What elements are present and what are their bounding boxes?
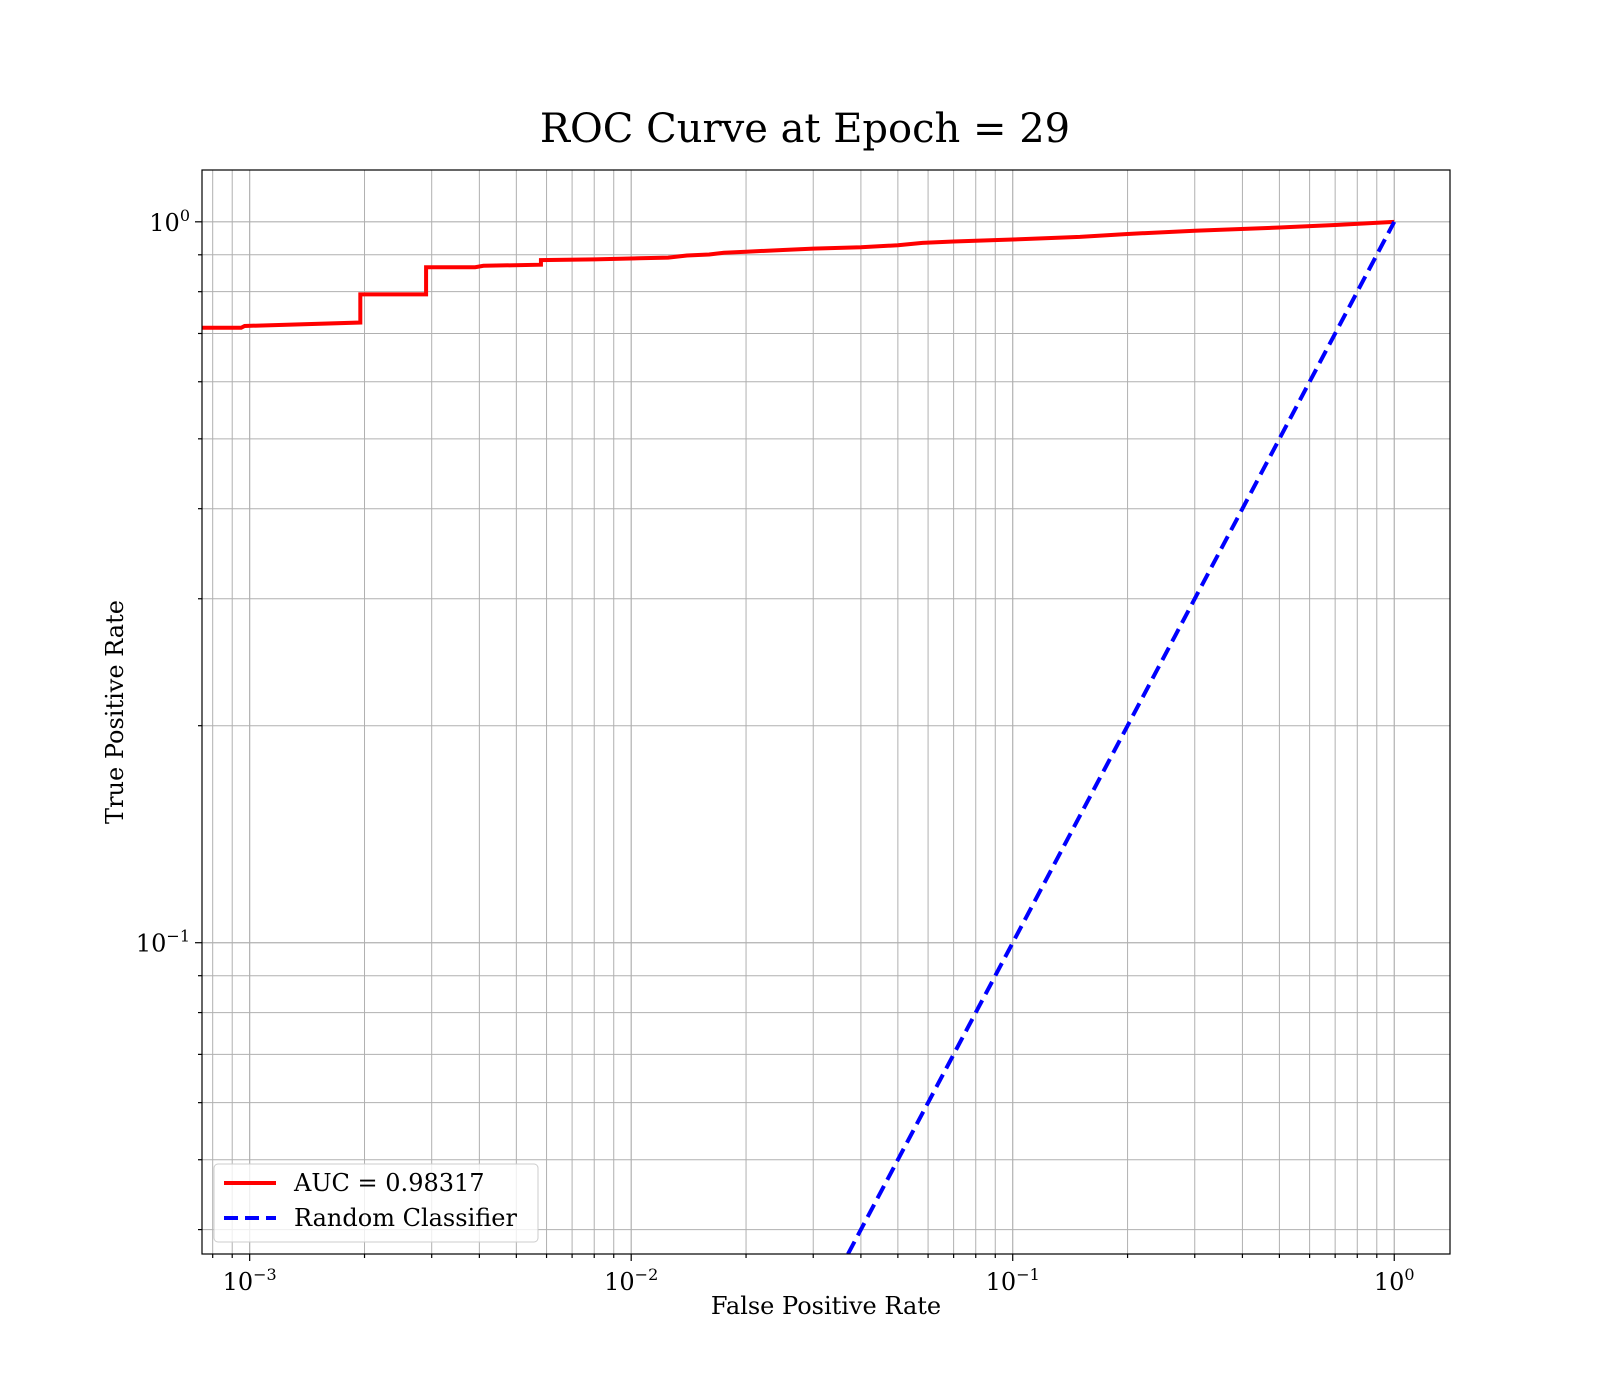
y-axis-label: True Positive Rate: [101, 600, 129, 824]
legend-label-auc: AUC = 0.98317: [293, 1169, 485, 1197]
grid-layer: [202, 170, 1450, 1254]
x-axis-label: False Positive Rate: [711, 1292, 941, 1320]
legend-box: [213, 1163, 539, 1243]
series-line-random-classifier: [846, 220, 1397, 1254]
series-layer: [202, 219, 1397, 1254]
legend: AUC = 0.98317 Random Classifier: [213, 1163, 539, 1243]
chart-title: ROC Curve at Epoch = 29: [540, 106, 1070, 152]
legend-label-random-classifier: Random Classifier: [294, 1204, 517, 1232]
plot-frame: [201, 169, 1451, 1255]
series-line-auc: [202, 219, 1395, 330]
x-tick-label: 10−2: [604, 1265, 658, 1296]
